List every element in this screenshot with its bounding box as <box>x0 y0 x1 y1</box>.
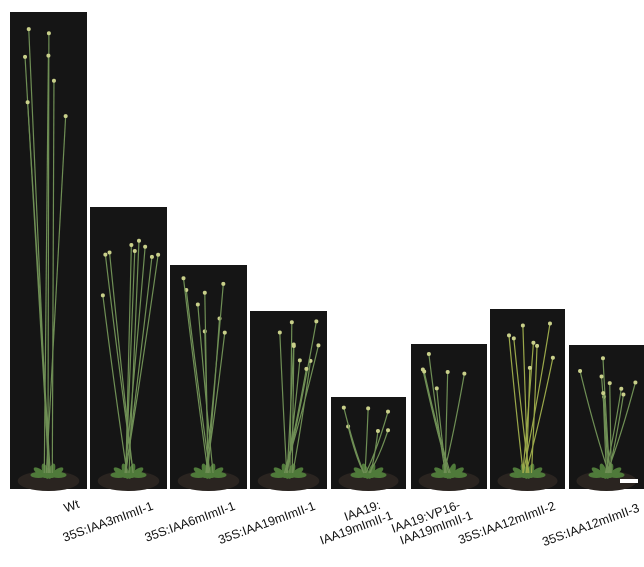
flower <box>601 356 605 360</box>
flower <box>446 370 450 374</box>
flower <box>156 253 160 257</box>
plant-panel <box>250 311 327 491</box>
flower <box>512 336 516 340</box>
flower <box>608 381 612 385</box>
flower <box>196 302 200 306</box>
flower <box>52 79 56 83</box>
flower <box>290 320 294 324</box>
leaf <box>371 472 387 478</box>
label-line: Wt <box>62 497 82 516</box>
panel-label: Wt <box>62 497 82 516</box>
panel-label: IAA19:IAA19mImII-1 <box>313 495 394 547</box>
flower <box>150 255 154 259</box>
flower <box>376 429 380 433</box>
flower <box>551 356 555 360</box>
flower <box>143 245 147 249</box>
plant-panel <box>411 344 487 491</box>
plant-panel <box>569 345 644 491</box>
flower <box>342 406 346 410</box>
flower <box>386 410 390 414</box>
flower <box>521 323 525 327</box>
flower <box>366 406 370 410</box>
flower <box>278 330 282 334</box>
flower <box>507 333 511 337</box>
flower <box>316 343 320 347</box>
flower <box>548 321 552 325</box>
flower <box>386 428 390 432</box>
flower <box>23 55 27 59</box>
flower <box>621 393 625 397</box>
plant-panel <box>490 309 565 491</box>
flower <box>129 243 133 247</box>
flower <box>427 352 431 356</box>
flower <box>223 331 227 335</box>
flower <box>133 249 137 253</box>
leaf <box>51 472 67 478</box>
plant-panel <box>331 397 406 491</box>
flower <box>203 329 207 333</box>
flower <box>531 341 535 345</box>
flower <box>64 114 68 118</box>
flower <box>108 250 112 254</box>
flower <box>137 239 141 243</box>
flower <box>103 253 107 257</box>
flower <box>601 391 605 395</box>
flower <box>314 319 318 323</box>
plant-panel <box>170 265 247 491</box>
flower <box>619 387 623 391</box>
flower <box>26 100 30 104</box>
flower <box>435 386 439 390</box>
flower <box>578 369 582 373</box>
flower <box>221 282 225 286</box>
plant-panel <box>10 12 87 491</box>
flower <box>46 54 50 58</box>
flower <box>528 366 532 370</box>
flower <box>535 344 539 348</box>
flower <box>182 276 186 280</box>
scale-bar <box>620 479 638 483</box>
flower <box>422 370 426 374</box>
flower <box>462 372 466 376</box>
flower <box>47 31 51 35</box>
flower <box>633 380 637 384</box>
plant-panel <box>90 207 167 491</box>
flower <box>298 358 302 362</box>
flower <box>27 27 31 31</box>
leaf <box>451 472 467 478</box>
figure: Wt35S:IAA3mImII-135S:IAA6mImII-135S:IAA1… <box>0 0 644 567</box>
flower <box>600 374 604 378</box>
flower <box>292 344 296 348</box>
flower <box>203 291 207 295</box>
flower <box>304 367 308 371</box>
flower <box>101 293 105 297</box>
